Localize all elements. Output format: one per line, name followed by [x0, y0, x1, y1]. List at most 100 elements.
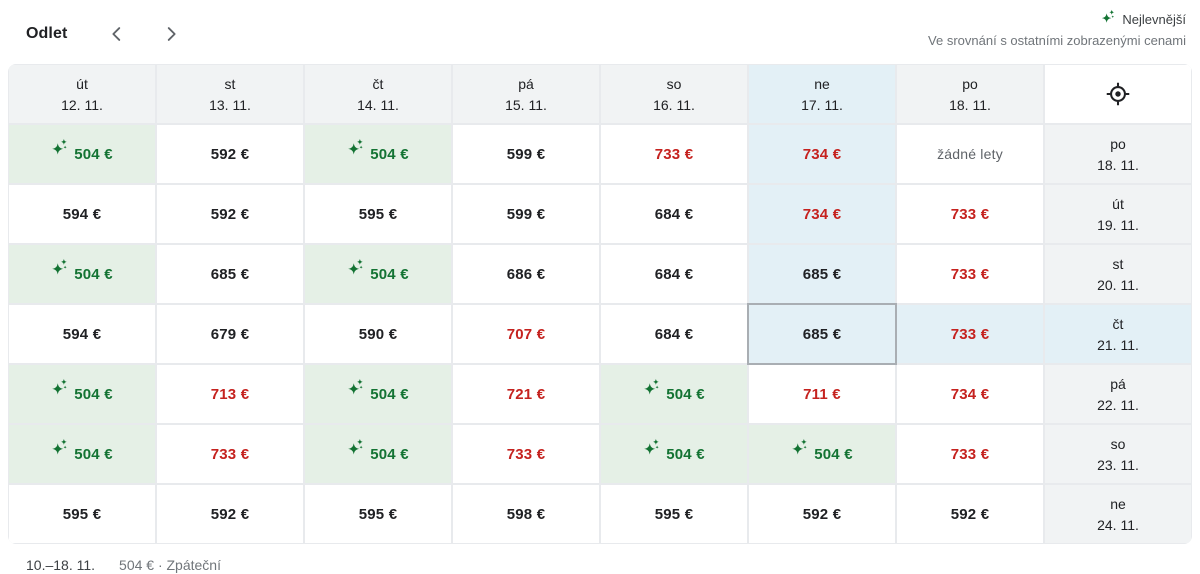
price-label: 504 € [74, 385, 113, 403]
price-label: 599 € [506, 205, 546, 223]
sparkle-icon [791, 438, 809, 456]
price-cell[interactable]: 733 € [897, 425, 1043, 483]
column-header-so[interactable]: so 16. 11. [601, 65, 747, 123]
price-cell[interactable]: 734 € [749, 185, 895, 243]
price-cell[interactable]: 595 € [305, 185, 451, 243]
day-label: po [962, 75, 978, 92]
price-cell[interactable]: 504 € [601, 365, 747, 423]
price-cell[interactable]: 733 € [157, 425, 303, 483]
price-cell[interactable]: 733 € [897, 245, 1043, 303]
price-label: 504 € [666, 445, 705, 463]
price-cell[interactable]: 592 € [749, 485, 895, 543]
price-label: 713 € [210, 385, 250, 403]
day-label: čt [372, 75, 384, 92]
row-header-po[interactable]: po 18. 11. [1045, 125, 1191, 183]
price-cell[interactable]: 733 € [897, 185, 1043, 243]
price-cell[interactable]: 721 € [453, 365, 599, 423]
chevron-left-icon [106, 23, 128, 45]
price-cell[interactable]: 684 € [601, 305, 747, 363]
price-cell[interactable]: 707 € [453, 305, 599, 363]
price-label: 733 € [654, 145, 694, 163]
column-header-út[interactable]: út 12. 11. [9, 65, 155, 123]
price-cell[interactable]: 684 € [601, 185, 747, 243]
price-cell[interactable]: 734 € [897, 365, 1043, 423]
price-legend: Nejlevnější Ve srovnání s ostatními zobr… [928, 8, 1186, 48]
date-label: 15. 11. [505, 96, 547, 113]
day-label: st [224, 75, 236, 92]
origin-target-cell[interactable] [1045, 65, 1191, 123]
price-cell[interactable]: 504 € [9, 125, 155, 183]
price-cell[interactable]: 504 € [305, 125, 451, 183]
date-label: 16. 11. [653, 96, 695, 113]
price-cell[interactable]: 504 € [305, 425, 451, 483]
price-cell[interactable]: 713 € [157, 365, 303, 423]
price-cell[interactable]: 504 € [305, 365, 451, 423]
day-label: so [666, 75, 682, 92]
price-cell[interactable]: 733 € [601, 125, 747, 183]
row-header-ne[interactable]: ne 24. 11. [1045, 485, 1191, 543]
price-cell[interactable]: 504 € [9, 425, 155, 483]
price-cell[interactable]: 594 € [9, 185, 155, 243]
sparkle-icon [1101, 9, 1116, 27]
price-cell[interactable]: 599 € [453, 185, 599, 243]
day-label: so [1110, 435, 1126, 452]
price-cell[interactable]: 599 € [453, 125, 599, 183]
price-cell[interactable]: žádné lety [897, 125, 1043, 183]
price-cell[interactable]: 684 € [601, 245, 747, 303]
prev-week-button[interactable] [97, 16, 137, 52]
price-label: 590 € [358, 325, 398, 343]
price-cell[interactable]: 504 € [601, 425, 747, 483]
price-label: 733 € [950, 445, 990, 463]
price-cell[interactable]: 685 € [157, 245, 303, 303]
column-header-ne[interactable]: ne 17. 11. [749, 65, 895, 123]
row-header-st[interactable]: st 20. 11. [1045, 245, 1191, 303]
price-label: 592 € [210, 205, 250, 223]
price-cell[interactable]: 679 € [157, 305, 303, 363]
price-label: 595 € [62, 505, 102, 523]
price-cell[interactable]: 685 € [749, 245, 895, 303]
price-cell[interactable]: 733 € [453, 425, 599, 483]
sparkle-icon [51, 378, 69, 396]
next-week-button[interactable] [151, 16, 191, 52]
column-header-pá[interactable]: pá 15. 11. [453, 65, 599, 123]
price-label: 504 € [74, 145, 113, 163]
price-cell[interactable]: 711 € [749, 365, 895, 423]
departure-title: Odlet [26, 25, 68, 42]
price-label: 685 € [802, 325, 842, 343]
price-cell[interactable]: 595 € [9, 485, 155, 543]
price-cell[interactable]: 598 € [453, 485, 599, 543]
price-cell[interactable]: 592 € [157, 485, 303, 543]
price-cell[interactable]: 504 € [9, 365, 155, 423]
column-header-po[interactable]: po 18. 11. [897, 65, 1043, 123]
sparkle-icon [51, 258, 69, 276]
price-cell[interactable]: 592 € [157, 125, 303, 183]
row-header-út[interactable]: út 19. 11. [1045, 185, 1191, 243]
price-label: 684 € [654, 205, 694, 223]
row-header-čt[interactable]: čt 21. 11. [1045, 305, 1191, 363]
price-cell[interactable]: 685 € [749, 305, 895, 363]
price-label: 504 € [814, 445, 853, 463]
price-cell[interactable]: 504 € [305, 245, 451, 303]
sparkle-icon [347, 258, 365, 276]
price-cell[interactable]: 595 € [601, 485, 747, 543]
row-header-so[interactable]: so 23. 11. [1045, 425, 1191, 483]
price-cell[interactable]: 592 € [157, 185, 303, 243]
price-label: 595 € [358, 505, 398, 523]
price-label: 707 € [506, 325, 546, 343]
price-label: žádné lety [937, 146, 1003, 162]
sparkle-icon [643, 378, 661, 396]
price-cell[interactable]: 686 € [453, 245, 599, 303]
price-cell[interactable]: 504 € [749, 425, 895, 483]
sparkle-icon [51, 138, 69, 156]
column-header-čt[interactable]: čt 14. 11. [305, 65, 451, 123]
price-cell[interactable]: 504 € [9, 245, 155, 303]
row-header-pá[interactable]: pá 22. 11. [1045, 365, 1191, 423]
price-cell[interactable]: 590 € [305, 305, 451, 363]
price-cell[interactable]: 592 € [897, 485, 1043, 543]
sparkle-icon [51, 438, 69, 456]
column-header-st[interactable]: st 13. 11. [157, 65, 303, 123]
price-cell[interactable]: 594 € [9, 305, 155, 363]
price-cell[interactable]: 734 € [749, 125, 895, 183]
price-cell[interactable]: 733 € [897, 305, 1043, 363]
price-cell[interactable]: 595 € [305, 485, 451, 543]
